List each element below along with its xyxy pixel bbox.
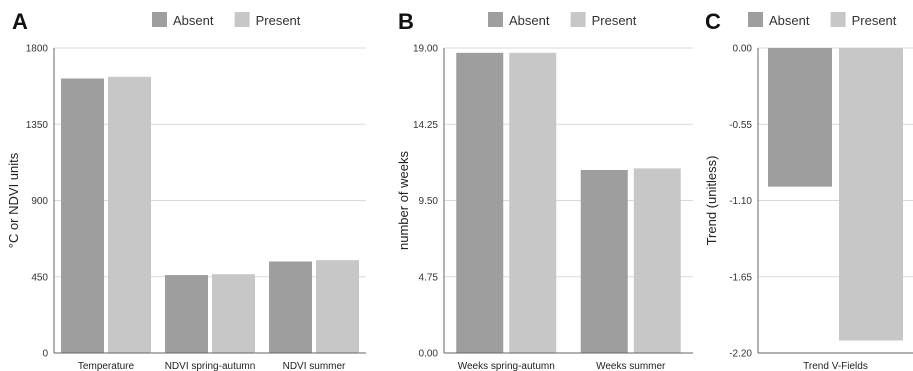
y-tick-label: -2.20 [729, 349, 752, 360]
x-category-label: Trend V-Fields [803, 361, 868, 371]
x-category-label: Weeks spring-autumn [458, 361, 555, 371]
panel-letter: C [705, 9, 721, 34]
y-tick-label: -0.55 [729, 120, 752, 131]
bar-absent [768, 48, 832, 187]
x-category-label: Weeks summer [596, 361, 666, 371]
panel-letter: A [12, 9, 28, 34]
bar-present [316, 260, 359, 353]
y-tick-label: 0.00 [419, 349, 439, 360]
x-category-label: NDVI spring-autumn [165, 361, 256, 371]
legend-label-present: Present [852, 13, 897, 28]
legend-swatch-present [234, 12, 250, 27]
y-tick-label: 19.00 [413, 44, 438, 55]
bar-present [839, 48, 903, 341]
legend-label-present: Present [592, 13, 637, 28]
legend-swatch-absent [488, 12, 503, 27]
y-tick-label: 1350 [26, 120, 49, 131]
y-tick-label: 14.25 [413, 120, 438, 131]
legend-swatch-absent [152, 12, 167, 27]
y-tick-label: 1800 [26, 44, 49, 55]
bar-present [633, 168, 681, 353]
y-tick-label: 9.50 [419, 196, 439, 207]
bar-absent [580, 170, 628, 353]
y-tick-label: -1.10 [729, 196, 752, 207]
y-tick-label: 0 [42, 349, 48, 360]
x-category-label: NDVI summer [283, 361, 346, 371]
y-axis-label: number of weeks [396, 151, 411, 250]
legend-label-absent: Absent [769, 13, 810, 28]
y-tick-label: 4.75 [419, 272, 439, 283]
y-tick-label: 900 [31, 196, 48, 207]
y-tick-label: -1.65 [729, 272, 752, 283]
bar-absent [61, 78, 104, 353]
legend-label-absent: Absent [173, 13, 214, 28]
bar-absent [269, 261, 312, 353]
panel-b: 19.00 14.25 9.50 4.75 0.00 Weeks spring-autum… [396, 9, 693, 371]
y-tick-label: 450 [31, 272, 48, 283]
bar-absent [165, 275, 208, 353]
legend-swatch-absent [748, 12, 763, 27]
legend-swatch-present [570, 12, 586, 27]
x-category-label: Temperature [78, 361, 135, 371]
bar-absent [456, 52, 504, 353]
bar-present [108, 76, 151, 354]
bar-present [509, 52, 557, 353]
panel-a: 1800 1350 900 450 0 Temperature NDVI spring-au… [6, 9, 366, 371]
legend-label-present: Present [256, 13, 301, 28]
legend-label-absent: Absent [509, 13, 550, 28]
panel-c: 0.00 -0.55 -1.10 -1.65 -2.20 Trend V-Fields Tr… [704, 9, 913, 371]
legend-swatch-present [830, 12, 846, 27]
y-axis-label: Trend (unitless) [704, 156, 719, 246]
panel-letter: B [398, 9, 414, 34]
y-axis-label: °C or NDVI units [6, 152, 21, 248]
bar-present [212, 274, 255, 353]
y-tick-label: 0.00 [733, 44, 753, 55]
